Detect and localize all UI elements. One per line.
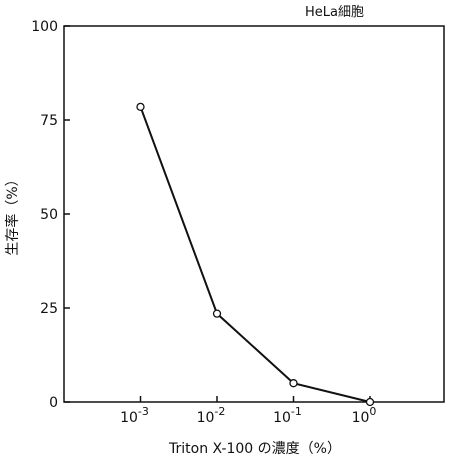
x-axis: 10-3 10-2 10-1 100 [120, 396, 376, 426]
data-points [136, 102, 375, 407]
chart-annotation: HeLa細胞 [305, 5, 364, 20]
y-axis: 0 25 50 75 100 [31, 19, 70, 411]
x-tick-label: 10-3 [120, 405, 149, 426]
y-axis-title: 生存率（%） [4, 172, 21, 255]
x-tick-label: 10-2 [197, 405, 226, 426]
y-tick-label: 50 [40, 207, 58, 223]
x-tick-exponent: -1 [291, 405, 302, 418]
data-point [212, 309, 222, 318]
data-point [136, 102, 145, 111]
series-line [139, 106, 371, 403]
plot-frame [63, 25, 445, 403]
x-tick-label: 10-1 [273, 405, 302, 426]
y-tick-label: 75 [40, 113, 58, 129]
y-tick-label: 0 [49, 395, 58, 411]
x-tick-exponent: -3 [138, 405, 149, 418]
x-tick-exponent: -2 [214, 405, 225, 418]
x-tick-label: 100 [352, 405, 377, 426]
x-tick-base: 10 [197, 410, 215, 426]
x-tick-base: 10 [352, 410, 370, 426]
x-tick-base: 10 [273, 410, 291, 426]
y-tick-label: 25 [40, 301, 58, 317]
x-tick-exponent: 0 [369, 405, 376, 418]
data-point [365, 397, 375, 407]
y-tick-label: 100 [31, 19, 58, 35]
data-point [289, 379, 298, 388]
x-axis-title: Triton X-100 の濃度（%） [168, 441, 341, 457]
x-tick-base: 10 [120, 410, 138, 426]
